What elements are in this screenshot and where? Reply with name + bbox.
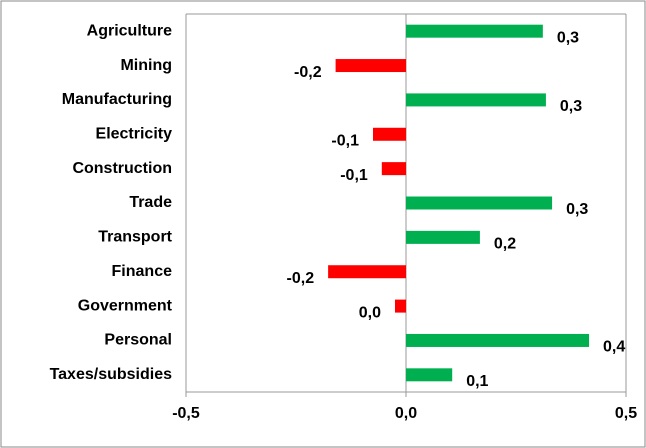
bar [395,299,406,313]
x-tick-label: 0,0 [395,405,417,422]
bar [406,24,543,38]
value-label: 0,3 [557,29,579,46]
y-tick-label: Taxes/subsidies [50,366,173,383]
value-label: 0,2 [494,236,516,253]
y-tick-label: Transport [98,229,172,246]
y-tick-label: Mining [120,57,172,74]
bar [381,162,406,176]
bar [406,196,553,210]
y-tick-label: Trade [129,194,172,211]
value-label: -0,2 [294,64,322,81]
value-label: 0,3 [560,98,582,115]
y-tick-label: Finance [112,263,173,280]
bar [328,265,406,279]
value-label: -0,1 [340,167,368,184]
value-label: 0,4 [603,339,625,356]
y-tick-label: Agriculture [87,22,172,39]
bar [406,368,453,382]
value-label: 0,1 [466,373,488,390]
y-tick-label: Electricity [96,125,173,142]
y-tick-label: Government [78,297,173,314]
y-tick-label: Manufacturing [62,91,172,108]
y-tick-label: Construction [72,160,172,177]
bar [406,333,590,347]
value-label: 0,0 [359,304,381,321]
value-label: -0,2 [287,270,315,287]
bar [335,59,406,73]
value-label: -0,1 [331,132,359,149]
value-label: 0,3 [566,201,588,218]
bar [406,230,480,244]
x-tick-label: 0,5 [615,405,637,422]
bar [373,127,406,141]
bar [406,93,546,107]
y-tick-label: Personal [104,332,172,349]
x-tick-label: -0,5 [172,405,200,422]
